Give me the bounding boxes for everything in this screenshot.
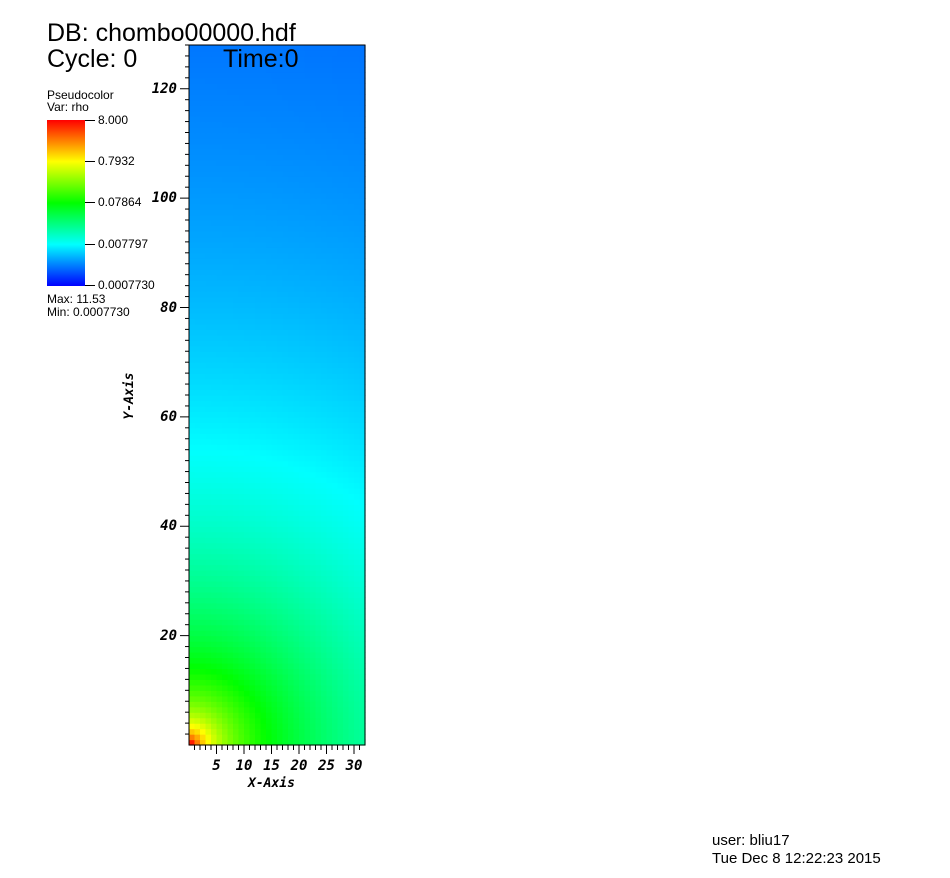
colorbar-tick: [85, 244, 95, 245]
colorbar-tick: [85, 120, 95, 121]
colorbar-label: 0.007797: [98, 237, 149, 251]
y-tick-label: 60: [160, 408, 177, 425]
legend-title: Pseudocolor: [47, 88, 114, 102]
colorbar-tick: [85, 285, 95, 286]
y-tick-label: 120: [151, 80, 177, 97]
x-axis-ticks: [194, 745, 360, 754]
max-value: Max: 11.53: [47, 292, 106, 306]
date-label: Tue Dec 8 12:22:23 2015: [712, 850, 881, 867]
time-label: Time:0: [223, 45, 299, 73]
x-tick-label: 20: [290, 758, 308, 774]
y-axis-title: Y-Axis: [122, 372, 137, 420]
colorbar-tick: [85, 161, 95, 162]
legend-variable: Var: rho: [47, 100, 89, 114]
y-axis-ticks: [180, 44, 189, 735]
colorbar-label: 0.07864: [98, 195, 142, 209]
min-value: Min: 0.0007730: [47, 305, 130, 319]
x-axis-title: X-Axis: [248, 776, 295, 791]
database-title: DB: chombo00000.hdf: [47, 19, 296, 47]
y-tick-label: 80: [160, 299, 177, 316]
colorbar-tick: [85, 202, 95, 203]
x-tick-label: 10: [235, 758, 253, 774]
y-tick-label: 40: [160, 518, 177, 535]
y-tick-label: 100: [151, 190, 177, 207]
x-tick-label: 25: [318, 758, 335, 774]
colorbar-label-max: 8.000: [98, 113, 129, 127]
x-tick-label: 15: [263, 758, 280, 774]
x-tick-label: 30: [345, 758, 363, 774]
cycle-label: Cycle: 0: [47, 45, 138, 73]
colorbar-label: 0.7932: [98, 154, 135, 168]
colorbar: [47, 120, 85, 286]
density-field: [189, 45, 366, 746]
plot-frame: [188, 44, 366, 746]
x-tick-label: 5: [212, 758, 221, 774]
y-tick-label: 20: [160, 627, 177, 644]
user-label: user: bliu17: [712, 832, 790, 849]
colorbar-label-min: 0.0007730: [98, 278, 155, 292]
